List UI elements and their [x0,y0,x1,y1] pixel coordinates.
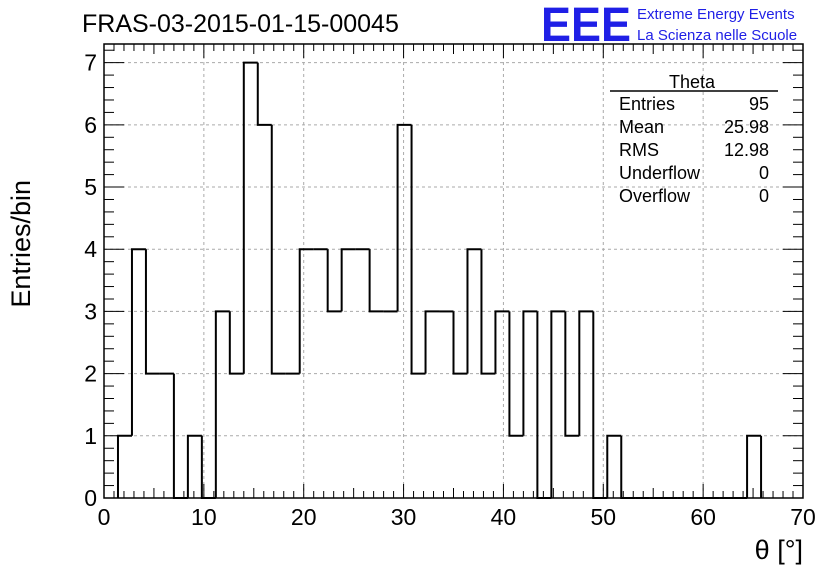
histogram-bin [298,248,314,374]
stats-row-value: 95 [749,94,769,114]
stats-box-title: Theta [669,72,716,92]
histogram-bin [340,248,356,312]
histogram-bin [620,435,636,499]
y-tick-label: 4 [84,236,97,262]
histogram-bin [172,373,188,499]
y-tick-label: 0 [84,485,97,511]
eee-logo: EEE Extreme Energy Events La Scienza nel… [541,0,797,52]
histogram-bars [116,61,763,499]
histogram-bin [578,310,594,436]
eee-logo-line2: La Scienza nelle Scuole [637,27,797,44]
histogram-bin [144,249,160,375]
grid-lines [104,44,803,498]
histogram-bin [130,248,146,436]
stats-row-value: 12.98 [724,140,769,160]
y-tick-label: 7 [84,50,97,76]
histogram-bin [550,310,566,498]
histogram-bin [452,311,468,375]
y-tick-label: 5 [84,174,97,200]
plot-frame [103,43,804,499]
histogram-bin [424,310,440,374]
y-axis-title: Entries/bin [6,180,36,308]
histogram-bin [592,311,608,499]
histogram-bin [186,434,202,498]
stats-box: Theta Entries 95 Mean 25.98 RMS 12.98 Underflo… [610,72,778,206]
histogram-bin [214,310,230,498]
axes-frame [103,43,804,499]
histogram-bin [606,434,622,498]
stats-row-value: 0 [759,186,769,206]
stats-rows: Entries 95 Mean 25.98 RMS 12.98 Underflow 0 Over… [619,94,769,206]
histogram-bin [368,249,384,313]
histogram-bin [508,311,524,437]
stats-row-label: Mean [619,117,664,137]
x-tick-label: 60 [690,504,716,530]
histogram-bin [228,311,244,375]
stats-row-value: 0 [759,163,769,183]
chart-title: FRAS-03-2015-01-15-00045 [82,10,399,38]
x-tick-label: 0 [98,504,111,530]
histogram-bin [270,124,286,375]
histogram-bin [326,249,342,313]
histogram-bin [242,61,258,374]
eee-logo-mark: EEE [541,0,631,52]
x-tick-label: 10 [191,504,217,530]
histogram-bin [536,311,552,499]
stats-row-value: 25.98 [724,117,769,137]
eee-logo-line1: Extreme Energy Events [637,6,795,23]
histogram-bin [480,249,496,375]
stats-row-label: Underflow [619,163,701,183]
histogram-bin [522,310,538,436]
histogram-bin [466,248,482,374]
histogram-bin [396,123,412,312]
x-tick-label: 20 [291,504,317,530]
histogram-bin [494,310,510,374]
stats-row-label: RMS [619,140,659,160]
y-tick-label: 1 [84,423,97,449]
x-axis-title: θ [°] [755,535,803,565]
histogram-bin [564,311,580,437]
y-tick-label: 6 [84,112,97,138]
tick-labels: 0 10 20 30 40 50 60 70 0 1 2 3 4 5 6 7 [84,50,816,530]
y-tick-label: 3 [84,298,97,324]
x-tick-label: 30 [391,504,417,530]
stats-row-label: Overflow [619,186,691,206]
y-tick-label: 2 [84,361,97,387]
histogram-bin [116,434,132,498]
histogram-bin [256,62,272,126]
histogram-bin [410,124,426,375]
x-tick-label: 50 [590,504,616,530]
histogram-bin [746,434,762,498]
x-tick-label: 40 [491,504,517,530]
stats-row-label: Entries [619,94,675,114]
x-tick-label: 70 [790,504,816,530]
